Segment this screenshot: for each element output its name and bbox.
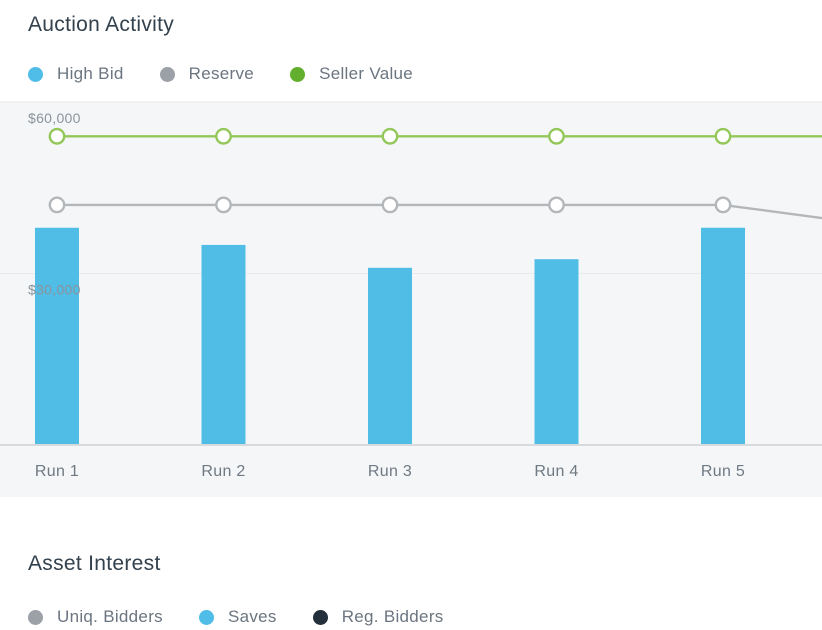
seller-value-marker-run-3[interactable] <box>381 127 399 145</box>
asset-legend: Uniq. Bidders Saves Reg. Bidders <box>28 607 822 627</box>
legend-item-saves[interactable]: Saves <box>198 607 277 627</box>
y-axis-label-30000: $30,000 <box>28 282 81 298</box>
x-axis-label-run-1: Run 1 <box>35 463 79 480</box>
y-axis-label-60000: $60,000 <box>28 110 81 126</box>
asset-interest-title: Asset Interest <box>28 552 161 575</box>
seller-value-dot-icon <box>290 66 306 82</box>
bar-run-4[interactable] <box>534 259 579 445</box>
reg-bidders-dot-icon <box>312 609 328 625</box>
legend-label: High Bid <box>57 64 124 83</box>
legend-label: Reg. Bidders <box>341 607 444 626</box>
legend-item-reserve[interactable]: Reserve <box>159 64 255 84</box>
reserve-marker-run-2[interactable] <box>215 196 232 214</box>
auction-activity-title: Auction Activity <box>28 13 175 36</box>
seller-value-marker-run-1[interactable] <box>48 127 66 145</box>
x-axis-label-run-2: Run 2 <box>201 463 245 480</box>
reserve-marker-run-4[interactable] <box>548 196 565 214</box>
reserve-dot-icon <box>159 66 175 82</box>
saves-dot-icon <box>198 609 214 625</box>
legend-item-seller-value[interactable]: Seller Value <box>290 64 413 84</box>
bar-run-2[interactable] <box>201 244 246 445</box>
auction-chart-area: $60,000 $30,000 Run 1 Run 2 Run 3 Run 4 Run 5 <box>0 101 822 497</box>
auction-legend: High Bid Reserve Seller Value <box>28 64 822 84</box>
legend-label: Saves <box>227 607 277 626</box>
x-axis-label-run-5: Run 5 <box>701 463 745 480</box>
bar-run-5[interactable] <box>701 227 745 445</box>
reserve-marker-run-5[interactable] <box>714 196 732 214</box>
legend-label: Reserve <box>188 64 255 83</box>
uniq-bidders-dot-icon <box>28 609 43 625</box>
x-axis-label-run-4: Run 4 <box>534 463 578 480</box>
auction-activity-section: Auction Activity High Bid Reserve Seller… <box>0 13 822 497</box>
auction-activity-chart: $60,000 $30,000 Run 1 Run 2 Run 3 Run 4 Run 5 <box>0 101 822 480</box>
x-axis-label-run-3: Run 3 <box>368 463 412 480</box>
bar-run-1[interactable] <box>35 227 79 445</box>
asset-interest-section: Asset Interest Uniq. Bidders Saves Reg. … <box>0 497 822 627</box>
seller-value-marker-run-2[interactable] <box>215 127 232 145</box>
reserve-marker-run-3[interactable] <box>381 196 399 214</box>
seller-value-marker-run-5[interactable] <box>714 127 732 145</box>
legend-label: Uniq. Bidders <box>57 607 163 626</box>
legend-label: Seller Value <box>319 64 414 83</box>
high-bid-dot-icon <box>28 66 43 82</box>
legend-item-high-bid[interactable]: High Bid <box>28 64 124 84</box>
legend-item-reg-bidders[interactable]: Reg. Bidders <box>312 607 444 627</box>
reserve-line <box>57 203 822 220</box>
legend-item-uniq-bidders[interactable]: Uniq. Bidders <box>28 607 163 627</box>
bar-run-3[interactable] <box>368 267 412 445</box>
seller-value-marker-run-4[interactable] <box>548 127 565 145</box>
reserve-marker-run-1[interactable] <box>48 196 66 214</box>
